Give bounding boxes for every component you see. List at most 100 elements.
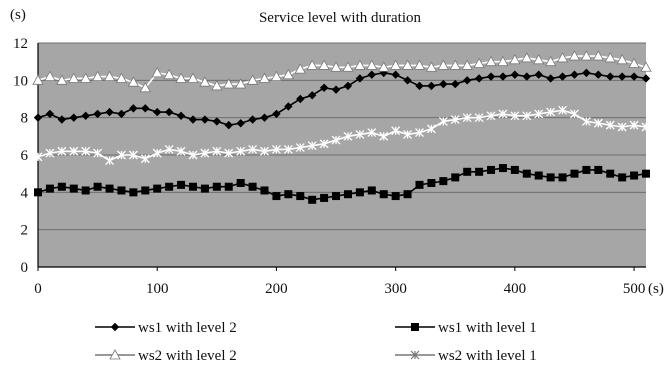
data-point-3-30 <box>389 59 402 70</box>
data-point-4-9 <box>140 154 150 164</box>
data-point-1-16 <box>224 120 233 130</box>
x-tick-label-0: 0 <box>34 281 42 297</box>
data-point-4-40 <box>510 111 520 121</box>
data-point-2-11 <box>165 182 174 191</box>
data-point-1-25 <box>331 85 341 94</box>
data-point-1-31 <box>403 76 412 85</box>
data-point-1-19 <box>260 113 269 122</box>
x-axis-unit: (s) <box>648 281 664 297</box>
data-point-4-7 <box>116 150 126 160</box>
data-point-2-39 <box>498 164 507 173</box>
data-point-3-24 <box>318 59 330 70</box>
data-point-3-29 <box>378 61 390 72</box>
legend-label-1: ws1 with level 2 <box>138 320 237 336</box>
data-point-2-31 <box>403 190 412 199</box>
series-3 <box>32 50 652 93</box>
grid-lines <box>38 42 646 231</box>
data-point-1-33 <box>427 81 436 91</box>
chart-title: Service level with duration <box>259 10 422 26</box>
data-point-1-50 <box>629 72 639 81</box>
data-point-3-7 <box>115 72 128 83</box>
data-point-2-42 <box>534 171 543 180</box>
series-line-2 <box>37 167 647 201</box>
data-point-2-18 <box>248 182 257 191</box>
data-point-4-20 <box>271 144 281 154</box>
data-point-2-46 <box>582 165 591 174</box>
data-point-3-34 <box>437 59 450 70</box>
data-point-1-17 <box>236 119 245 128</box>
data-point-3-51 <box>640 61 652 72</box>
data-point-2-49 <box>618 173 627 182</box>
data-point-2-50 <box>630 171 639 180</box>
data-point-3-32 <box>413 59 426 70</box>
x-tick-labels: 0 100 200 300 400 500 <box>34 267 645 297</box>
data-point-3-38 <box>485 55 497 67</box>
data-point-2-20 <box>272 192 281 201</box>
data-point-1-35 <box>451 79 460 89</box>
data-point-2-2 <box>57 182 66 191</box>
data-point-2-10 <box>153 184 162 193</box>
data-point-3-15 <box>211 80 223 91</box>
data-point-1-7 <box>117 109 126 119</box>
data-point-1-2 <box>57 115 67 124</box>
data-point-3-1 <box>44 70 56 81</box>
data-point-3-6 <box>103 70 116 81</box>
data-point-2-22 <box>296 192 305 201</box>
data-point-3-23 <box>306 59 318 70</box>
data-point-3-40 <box>509 53 521 65</box>
data-point-3-8 <box>127 76 140 87</box>
data-point-2-29 <box>379 190 388 199</box>
data-point-2-6 <box>105 184 114 193</box>
data-point-3-50 <box>628 57 640 68</box>
legend-label-3: ws2 with level 2 <box>138 348 237 364</box>
data-point-3-37 <box>473 57 485 68</box>
data-point-3-39 <box>497 55 509 67</box>
data-point-3-12 <box>175 72 187 83</box>
data-point-2-36 <box>463 167 472 176</box>
data-point-1-13 <box>188 115 198 124</box>
series-line-1 <box>37 72 647 126</box>
data-point-1-27 <box>355 74 365 83</box>
y-axis-unit: (s) <box>10 7 26 23</box>
data-point-1-42 <box>534 70 543 79</box>
data-point-4-11 <box>164 144 174 154</box>
data-point-2-8 <box>129 188 138 197</box>
data-point-4-38 <box>486 111 496 121</box>
data-point-4-41 <box>522 111 532 121</box>
data-point-4-50 <box>629 120 639 130</box>
data-point-2-1 <box>45 184 54 193</box>
data-point-4-22 <box>295 143 305 152</box>
data-point-1-44 <box>558 72 567 81</box>
series-4 <box>33 105 651 166</box>
data-point-3-46 <box>580 50 593 61</box>
data-point-3-43 <box>544 55 557 67</box>
data-point-4-32 <box>415 128 424 138</box>
y-tick-label-4: 8 <box>21 111 29 127</box>
data-point-4-0 <box>33 152 43 162</box>
data-point-4-45 <box>570 109 579 119</box>
data-point-2-13 <box>188 182 197 191</box>
data-point-1-40 <box>510 70 520 79</box>
data-point-3-28 <box>366 59 378 70</box>
data-point-1-48 <box>606 72 615 81</box>
data-point-1-37 <box>474 74 484 83</box>
data-point-1-47 <box>594 70 603 79</box>
data-point-1-10 <box>153 107 162 117</box>
data-point-2-28 <box>367 186 376 195</box>
data-point-4-14 <box>200 148 210 158</box>
data-point-4-28 <box>367 128 377 138</box>
data-point-4-42 <box>534 109 544 119</box>
data-point-2-27 <box>355 188 364 197</box>
data-point-3-35 <box>449 59 461 70</box>
data-point-3-4 <box>80 72 92 83</box>
legend-marker-4 <box>410 350 420 360</box>
series-line-3 <box>37 55 647 89</box>
data-point-1-5 <box>93 109 102 119</box>
data-point-2-33 <box>427 179 436 187</box>
data-point-4-31 <box>403 130 413 139</box>
x-tick-label-5: 500 <box>623 281 646 297</box>
data-point-3-26 <box>342 61 354 72</box>
series-line-4 <box>37 109 647 162</box>
data-point-4-16 <box>224 148 234 158</box>
data-point-3-41 <box>521 52 533 63</box>
